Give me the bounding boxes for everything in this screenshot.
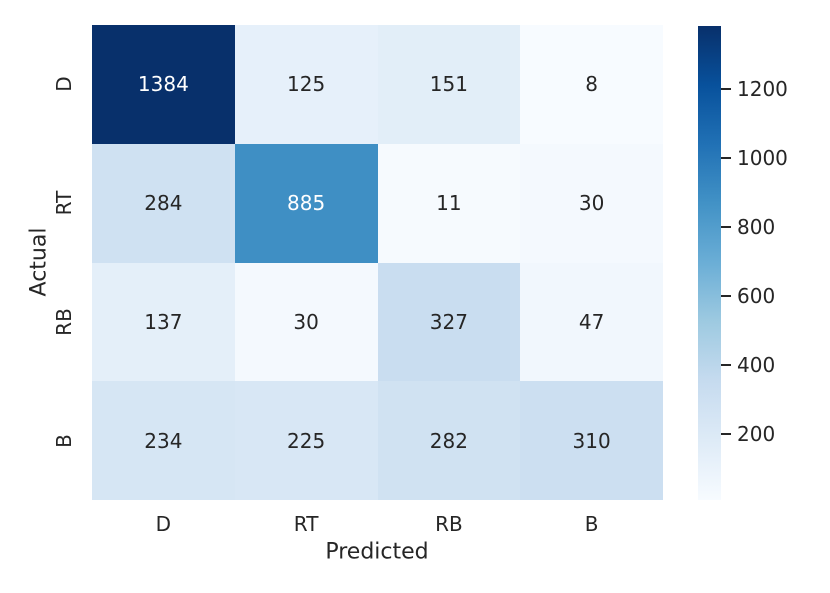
y-tick-label-RB: RB xyxy=(52,308,76,336)
heatmap-cell-D-RT: 125 xyxy=(234,25,378,144)
heatmap-grid: 1384 125 151 8 284 885 11 30 137 30 327 47 234 225 282… xyxy=(92,25,663,500)
heatmap-cell-RT-D: 284 xyxy=(92,143,235,263)
heatmap-cell-B-RB: 282 xyxy=(377,381,521,500)
colorbar-tick-label-800: 800 xyxy=(737,215,776,240)
colorbar-tick-mark-1200 xyxy=(721,88,731,91)
y-tick-label-B: B xyxy=(52,433,76,448)
colorbar-tick-mark-400 xyxy=(721,363,731,366)
y-axis-label: Actual xyxy=(26,227,52,297)
colorbar xyxy=(698,26,721,500)
x-tick-label-RT: RT xyxy=(293,512,319,536)
y-tick-label-D: D xyxy=(52,76,76,93)
heatmap-cell-RB-RT: 30 xyxy=(234,262,378,382)
heatmap-cell-RB-RB: 327 xyxy=(377,262,521,382)
heatmap-cell-RB-B: 47 xyxy=(520,262,663,382)
heatmap-cell-RT-B: 30 xyxy=(520,143,663,263)
colorbar-tick-label-1000: 1000 xyxy=(737,146,788,171)
heatmap-cell-RB-D: 137 xyxy=(92,262,235,382)
heatmap-cell-D-D: 1384 xyxy=(92,25,235,144)
x-tick-label-D: D xyxy=(155,512,172,536)
colorbar-tick-mark-1000 xyxy=(721,157,731,160)
heatmap-cell-RT-RT: 885 xyxy=(234,143,378,263)
heatmap-cell-D-B: 8 xyxy=(520,25,663,144)
colorbar-tick-label-600: 600 xyxy=(737,284,776,309)
colorbar-tick-label-200: 200 xyxy=(737,421,776,446)
colorbar-tick-mark-200 xyxy=(721,432,731,435)
x-tick-label-B: B xyxy=(584,512,599,536)
colorbar-tick-mark-800 xyxy=(721,226,731,229)
x-tick-label-RB: RB xyxy=(435,512,463,536)
colorbar-tick-mark-600 xyxy=(721,295,731,298)
x-axis-label: Predicted xyxy=(325,539,429,565)
heatmap-cell-RT-RB: 11 xyxy=(377,143,521,263)
colorbar-tick-label-400: 400 xyxy=(737,352,776,377)
heatmap-cell-D-RB: 151 xyxy=(377,25,521,144)
heatmap-cell-B-B: 310 xyxy=(520,381,663,500)
colorbar-tick-label-1200: 1200 xyxy=(737,77,788,102)
y-tick-label-RT: RT xyxy=(52,190,76,216)
heatmap-cell-B-RT: 225 xyxy=(234,381,378,500)
heatmap-cell-B-D: 234 xyxy=(92,381,235,500)
